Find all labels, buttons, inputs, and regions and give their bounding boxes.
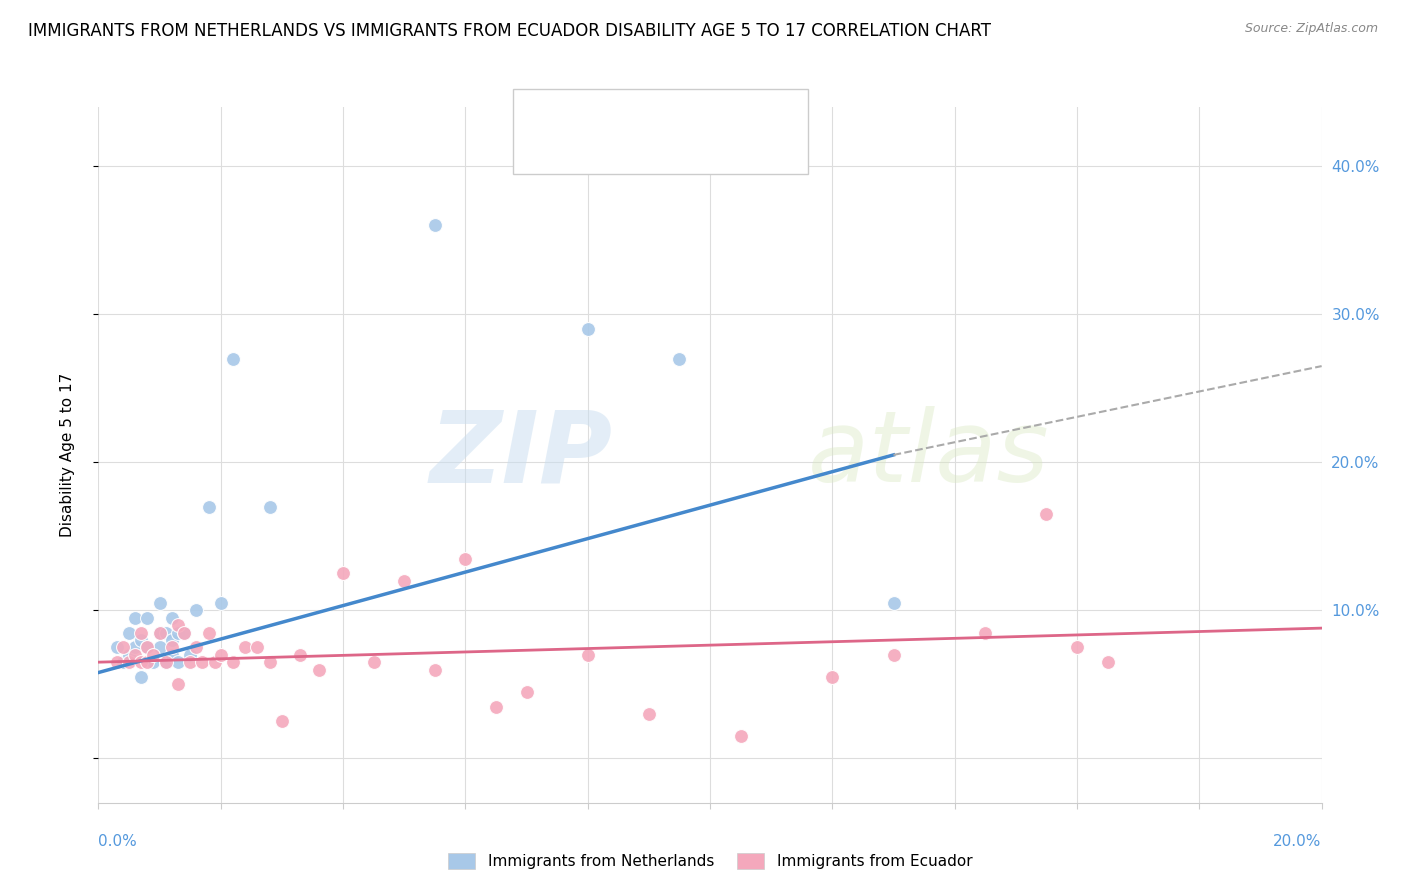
Point <box>259 500 281 514</box>
Point <box>179 655 201 669</box>
Point <box>136 640 159 655</box>
Text: atlas: atlas <box>808 407 1049 503</box>
Point <box>576 322 599 336</box>
Point <box>118 655 141 669</box>
Point <box>149 625 172 640</box>
Point <box>197 500 219 514</box>
Point <box>124 640 146 655</box>
Point <box>142 655 165 669</box>
Point <box>155 655 177 669</box>
Point <box>883 596 905 610</box>
Point <box>290 648 312 662</box>
Point <box>186 603 208 617</box>
Point <box>332 566 354 581</box>
Point <box>233 640 256 655</box>
Point <box>167 625 190 640</box>
Point <box>1097 655 1119 669</box>
Point <box>155 625 177 640</box>
Point <box>173 625 195 640</box>
Point <box>1035 507 1057 521</box>
Text: 0.0%: 0.0% <box>98 834 138 849</box>
Point <box>485 699 508 714</box>
Point <box>270 714 292 729</box>
Point <box>637 706 661 721</box>
Point <box>136 611 159 625</box>
Point <box>111 640 134 655</box>
Text: N =: N = <box>665 106 709 120</box>
Point <box>118 648 141 662</box>
Point <box>149 640 172 655</box>
Text: 20.0%: 20.0% <box>1274 834 1322 849</box>
Point <box>105 655 128 669</box>
Point <box>179 648 201 662</box>
Point <box>105 640 128 655</box>
Point <box>118 625 141 640</box>
Point <box>259 655 281 669</box>
Point <box>136 655 159 669</box>
Point <box>423 663 446 677</box>
Point <box>160 648 183 662</box>
Text: ZIP: ZIP <box>429 407 612 503</box>
Text: 32: 32 <box>710 106 731 120</box>
Y-axis label: Disability Age 5 to 17: Disability Age 5 to 17 <box>60 373 75 537</box>
Point <box>186 640 208 655</box>
Point <box>246 640 269 655</box>
Point <box>129 625 152 640</box>
Point <box>160 611 183 625</box>
Point <box>1066 640 1088 655</box>
Point <box>222 655 245 669</box>
Point <box>209 596 232 610</box>
Point <box>149 625 172 640</box>
Text: R =: R = <box>581 106 614 120</box>
Point <box>160 632 183 647</box>
Text: 0.148: 0.148 <box>616 142 664 156</box>
Point <box>423 219 446 233</box>
Point <box>363 655 385 669</box>
Point <box>129 632 152 647</box>
Text: Source: ZipAtlas.com: Source: ZipAtlas.com <box>1244 22 1378 36</box>
Point <box>668 351 690 366</box>
Text: R =: R = <box>581 142 614 156</box>
Point <box>149 596 172 610</box>
Text: 0.269: 0.269 <box>616 106 664 120</box>
Point <box>142 648 165 662</box>
Text: 44: 44 <box>710 142 731 156</box>
Point <box>124 648 146 662</box>
Point <box>167 618 190 632</box>
Point <box>167 655 190 669</box>
Point <box>308 663 330 677</box>
Point <box>392 574 416 588</box>
Point <box>155 655 177 669</box>
Legend: Immigrants from Netherlands, Immigrants from Ecuador: Immigrants from Netherlands, Immigrants … <box>441 847 979 875</box>
Point <box>167 677 190 691</box>
Point <box>173 625 195 640</box>
Point <box>160 640 183 655</box>
Point <box>191 655 214 669</box>
Point <box>222 351 245 366</box>
Text: N =: N = <box>665 142 709 156</box>
Point <box>209 648 232 662</box>
Text: IMMIGRANTS FROM NETHERLANDS VS IMMIGRANTS FROM ECUADOR DISABILITY AGE 5 TO 17 CO: IMMIGRANTS FROM NETHERLANDS VS IMMIGRANT… <box>28 22 991 40</box>
Point <box>129 655 152 669</box>
Point <box>124 611 146 625</box>
Point <box>576 648 599 662</box>
Point <box>129 670 152 684</box>
Point <box>730 729 752 743</box>
Point <box>454 551 477 566</box>
Point <box>974 625 997 640</box>
Point <box>136 640 159 655</box>
Point <box>197 625 219 640</box>
Point <box>204 655 226 669</box>
Point <box>821 670 844 684</box>
Point <box>516 685 538 699</box>
Point <box>883 648 905 662</box>
Point <box>111 655 134 669</box>
